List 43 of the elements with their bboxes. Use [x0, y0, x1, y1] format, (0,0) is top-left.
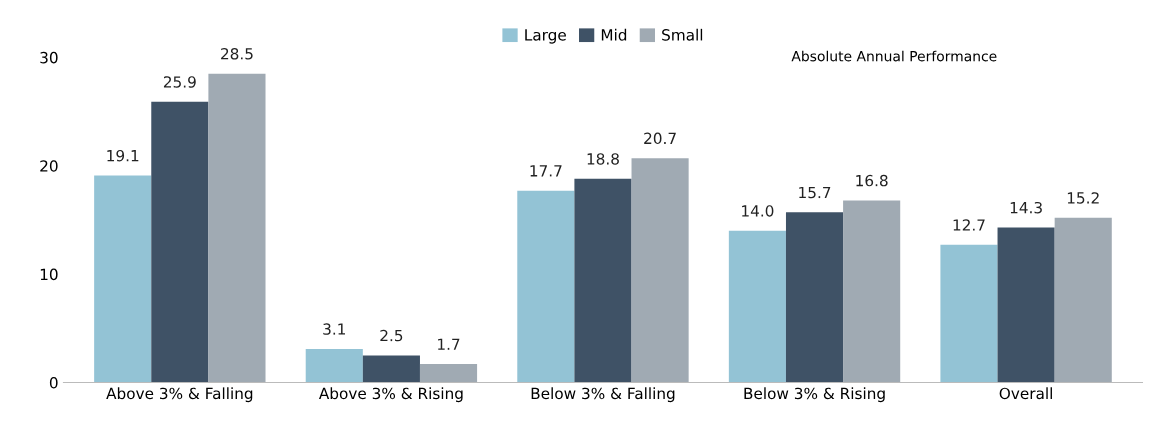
data-label: 12.7	[953, 219, 985, 231]
bar	[631, 158, 689, 383]
data-label: 28.5	[221, 48, 253, 60]
data-label: 15.2	[1067, 192, 1099, 204]
bar	[997, 227, 1055, 383]
y-tick-label: 30	[40, 51, 58, 64]
x-tick-label: Above 3% & Rising	[318, 387, 463, 403]
data-label: 25.9	[163, 76, 196, 88]
bar	[785, 212, 844, 383]
legend-label: Large	[525, 29, 566, 44]
data-label: 17.7	[530, 165, 562, 177]
x-tick-label: Below 3% & Falling	[531, 387, 675, 403]
data-label: 1.7	[438, 338, 460, 350]
bar	[843, 200, 901, 383]
bar	[94, 175, 152, 383]
y-tick-label: 0	[49, 376, 58, 389]
data-label: 2.5	[380, 329, 403, 342]
data-label: 15.7	[799, 186, 831, 199]
bar	[419, 364, 478, 383]
data-label: 20.7	[644, 132, 676, 145]
bar	[940, 244, 998, 383]
bar	[151, 101, 209, 383]
annotation: Absolute Annual Performance	[791, 50, 997, 62]
x-tick-label: Above 3% & Falling	[106, 387, 253, 403]
data-label: 16.8	[856, 174, 888, 187]
bar	[728, 230, 786, 383]
legend-label: Small	[662, 28, 703, 41]
data-label: 18.8	[587, 153, 619, 165]
data-label: 14.3	[1010, 201, 1042, 214]
bar	[362, 355, 420, 383]
x-tick-label: Below 3% & Rising	[744, 387, 885, 403]
legend-label: Mid	[601, 28, 627, 41]
y-tick-label: 20	[40, 160, 58, 172]
data-label: 3.1	[323, 323, 346, 335]
data-label: 14.0	[742, 205, 774, 217]
bar	[305, 348, 363, 383]
x-tick-label: Overall	[999, 387, 1052, 400]
y-tick-label: 10	[40, 268, 58, 281]
bar	[517, 190, 575, 383]
bar	[574, 178, 632, 383]
bar	[208, 73, 266, 383]
bar	[1054, 217, 1112, 383]
data-label: 19.1	[107, 149, 139, 162]
